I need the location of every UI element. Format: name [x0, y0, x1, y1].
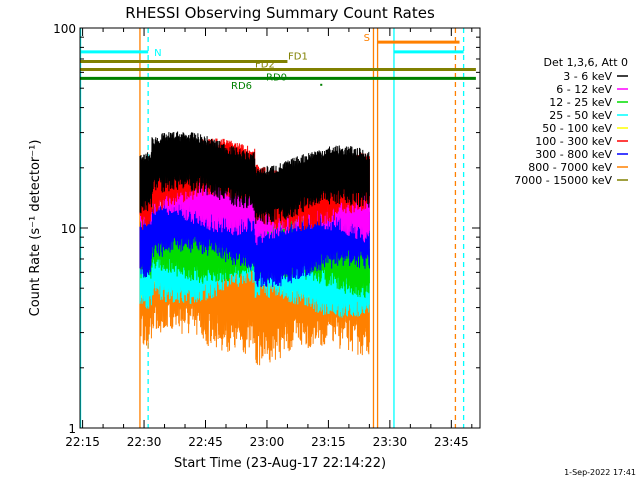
- y-tick-label: 10: [61, 222, 76, 236]
- legend-entry-label: 50 - 100 keV: [542, 122, 612, 135]
- flag-label-n: N: [154, 48, 161, 59]
- x-tick-label: 23:30: [373, 435, 408, 449]
- legend-entry-label: 3 - 6 keV: [563, 70, 612, 83]
- legend-entry-label: 7000 - 15000 keV: [514, 174, 612, 187]
- legend-title: Det 1,3,6, Att 0: [544, 56, 628, 69]
- y-tick-label: 100: [53, 22, 76, 36]
- legend-entry-label: 25 - 50 keV: [549, 109, 612, 122]
- x-tick-label: 23:15: [311, 435, 346, 449]
- x-tick-label: 22:45: [188, 435, 223, 449]
- y-axis-label: Count Rate (s⁻¹ detector⁻¹): [28, 140, 43, 317]
- x-tick-label: 23:00: [250, 435, 285, 449]
- y-tick-label: 1: [68, 422, 76, 436]
- timestamp: 1-Sep-2022 17:41: [564, 468, 636, 477]
- x-tick-label: 22:15: [65, 435, 100, 449]
- x-tick-label: 23:45: [434, 435, 469, 449]
- legend-entry-label: 100 - 300 keV: [535, 135, 612, 148]
- legend-entry-label: 800 - 7000 keV: [528, 161, 612, 174]
- flag-label-rd0: RD0: [266, 72, 287, 83]
- series-line-1: [139, 131, 370, 225]
- flag-label-s: S: [364, 33, 370, 44]
- x-axis-label: Start Time (23-Aug-17 22:14:22): [174, 456, 386, 471]
- legend-entry-label: 12 - 25 keV: [549, 96, 612, 109]
- flag-label-fd1: FD1: [288, 51, 308, 62]
- flag-label-rd6: RD6: [231, 81, 252, 92]
- flag-label-fd2: FD2: [255, 60, 275, 71]
- x-tick-label: 22:30: [127, 435, 162, 449]
- chart-title: RHESSI Observing Summary Count Rates: [125, 4, 435, 22]
- legend-entry-label: 300 - 800 keV: [535, 148, 612, 161]
- axes: 1 10 100 22:15 22:30 22:45 23:00 23:15 23:30 23:4…: [53, 22, 481, 449]
- legend-entry-label: 6 - 12 keV: [556, 83, 612, 96]
